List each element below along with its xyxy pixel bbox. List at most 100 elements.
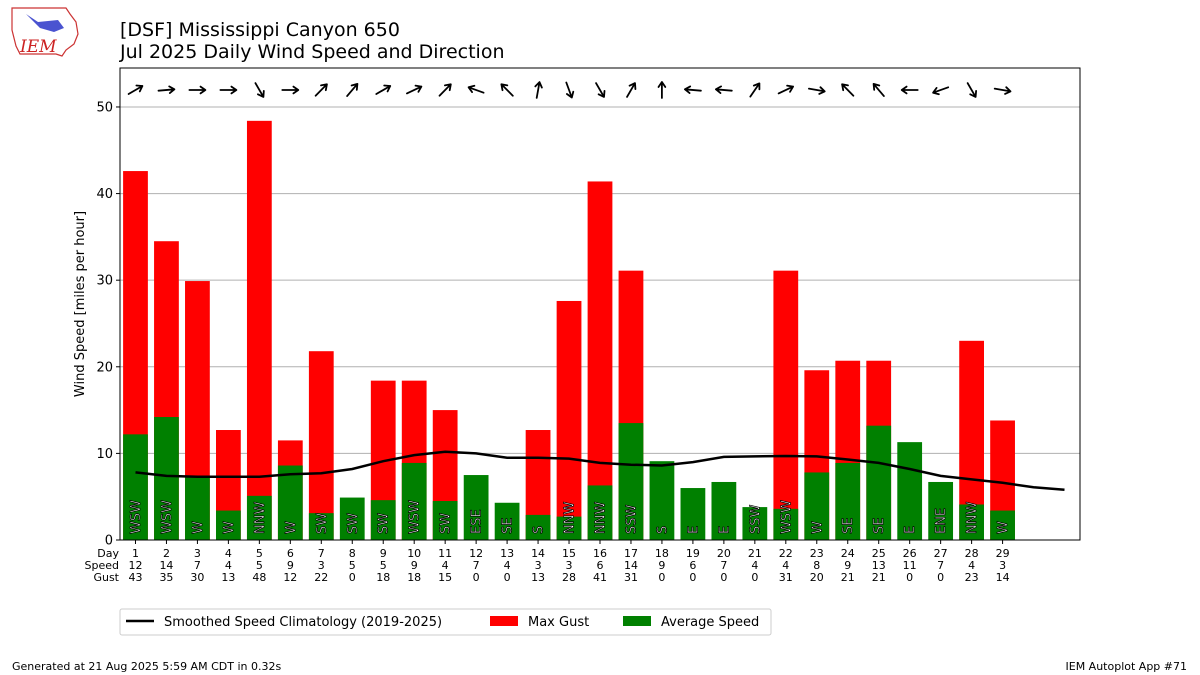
speed-label: 9: [844, 559, 851, 572]
speed-bar: [277, 465, 303, 540]
direction-arrow-icon: [534, 81, 543, 99]
gust-label: 14: [996, 571, 1010, 584]
day-label: 6: [287, 547, 294, 560]
direction-arrow-icon: [657, 81, 667, 99]
direction-label: S: [655, 526, 670, 534]
gust-label: 0: [751, 571, 758, 584]
legend-speed-swatch: [623, 616, 651, 626]
speed-label: 7: [194, 559, 201, 572]
direction-arrow-icon: [626, 82, 637, 98]
gust-label: 0: [504, 571, 511, 584]
direction-label: SW: [315, 513, 330, 534]
direction-label: NNW: [253, 502, 268, 534]
direction-label: SW: [439, 513, 454, 534]
day-label: 15: [562, 547, 576, 560]
gust-bar: [246, 120, 272, 541]
speed-label: 8: [813, 559, 820, 572]
speed-bar: [154, 417, 179, 540]
speed-label: 7: [473, 559, 480, 572]
gust-label: 43: [128, 571, 142, 584]
direction-arrow-icon: [314, 83, 328, 97]
gust-label: 21: [841, 571, 855, 584]
speed-label: 7: [937, 559, 944, 572]
gust-label: 31: [779, 571, 793, 584]
speed-bar: [246, 495, 272, 540]
gust-label: 12: [283, 571, 297, 584]
day-label: 10: [407, 547, 421, 560]
row-label: Gust: [93, 571, 119, 584]
speed-bar: [742, 507, 768, 540]
day-label: 20: [717, 547, 731, 560]
speed-label: 4: [504, 559, 511, 572]
direction-label: W: [222, 521, 237, 534]
x-axis-table: DaySpeedGust1124321435373044135548691273…: [85, 540, 1010, 584]
day-label: 7: [318, 547, 325, 560]
direction-label: SW: [346, 513, 361, 534]
gust-label: 21: [872, 571, 886, 584]
gust-label: 0: [937, 571, 944, 584]
day-label: 3: [194, 547, 201, 560]
direction-arrow-icon: [127, 84, 144, 95]
footer-generated: Generated at 21 Aug 2025 5:59 AM CDT in …: [12, 660, 281, 673]
y-tick-label: 10: [96, 447, 113, 462]
chart-title: [DSF] Mississippi Canyon 650: [120, 19, 400, 41]
speed-label: 14: [624, 559, 638, 572]
speed-bar: [525, 514, 551, 540]
day-label: 23: [810, 547, 824, 560]
speed-bar: [773, 508, 799, 540]
direction-arrow-icon: [872, 83, 885, 97]
legend: Smoothed Speed Climatology (2019-2025) M…: [119, 608, 772, 636]
day-label: 24: [841, 547, 855, 560]
direction-label: SE: [872, 518, 887, 534]
speed-label: 4: [751, 559, 758, 572]
speed-bar: [494, 502, 520, 540]
direction-arrow-icon: [500, 83, 514, 97]
day-label: 14: [531, 547, 545, 560]
direction-arrow-icon: [932, 86, 950, 96]
row-label: Day: [97, 547, 119, 560]
speed-bar: [928, 481, 954, 540]
direction-label: WSW: [779, 500, 794, 534]
direction-arrow-icon: [467, 84, 485, 94]
direction-arrow-icon: [684, 85, 702, 94]
climatology-layer: [135, 450, 1065, 492]
direction-label: SE: [501, 518, 516, 534]
legend-label: Max Gust: [528, 615, 589, 630]
chart-subtitle: Jul 2025 Daily Wind Speed and Direction: [119, 41, 504, 63]
gust-label: 41: [593, 571, 607, 584]
direction-label: E: [686, 526, 701, 534]
direction-arrow-icon: [281, 85, 300, 95]
direction-arrow-icon: [438, 83, 452, 97]
day-label: 11: [438, 547, 452, 560]
direction-arrow-icon: [406, 84, 423, 95]
speed-bar: [649, 461, 675, 540]
gust-bar: [556, 300, 582, 540]
iem-logo: IEM: [11, 7, 79, 57]
gust-label: 22: [314, 571, 328, 584]
speed-label: 3: [318, 559, 325, 572]
speed-label: 4: [442, 559, 449, 572]
gust-label: 18: [407, 571, 421, 584]
direction-label: W: [996, 521, 1011, 534]
speed-label: 5: [349, 559, 356, 572]
speed-bar: [711, 481, 737, 540]
direction-label: WSW: [129, 500, 144, 534]
y-tick-label: 0: [105, 534, 113, 549]
gust-label: 48: [252, 571, 266, 584]
speed-bar: [990, 510, 1015, 540]
speed-label: 14: [159, 559, 173, 572]
gust-label: 28: [562, 571, 576, 584]
speed-bar: [463, 475, 489, 540]
gust-label: 0: [689, 571, 696, 584]
speed-label: 4: [782, 559, 789, 572]
direction-arrow-icon: [808, 86, 826, 95]
day-label: 13: [500, 547, 514, 560]
day-label: 2: [163, 547, 170, 560]
speed-bar: [401, 462, 427, 540]
direction-label: SSW: [624, 504, 639, 534]
direction-arrow-icon: [219, 85, 238, 95]
gust-label: 31: [624, 571, 638, 584]
direction-label: NNW: [965, 502, 980, 534]
speed-label: 6: [597, 559, 604, 572]
